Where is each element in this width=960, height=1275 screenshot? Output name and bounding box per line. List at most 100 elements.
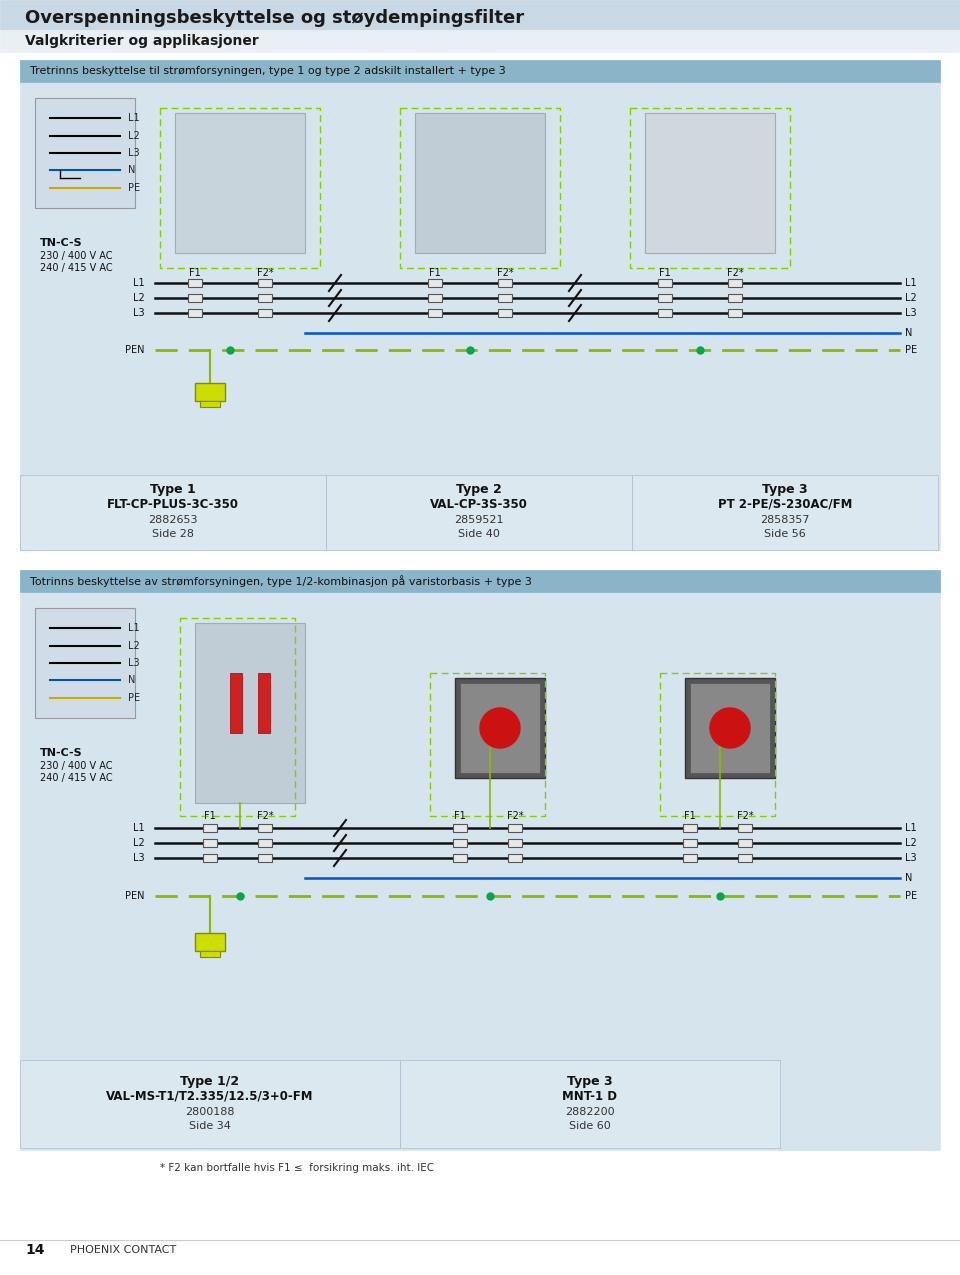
Bar <box>508 839 522 847</box>
Text: Type 1/2: Type 1/2 <box>180 1076 240 1089</box>
Text: F1: F1 <box>429 268 441 278</box>
Bar <box>195 623 305 803</box>
Text: L3: L3 <box>905 853 917 863</box>
Bar <box>645 113 775 252</box>
Text: F2*: F2* <box>727 268 743 278</box>
Bar <box>195 933 225 951</box>
Bar <box>203 824 217 833</box>
Bar <box>258 854 272 862</box>
Text: F1: F1 <box>660 268 671 278</box>
Text: L1: L1 <box>128 623 139 632</box>
Text: 230 / 400 V AC: 230 / 400 V AC <box>40 761 112 771</box>
Text: L3: L3 <box>128 148 139 158</box>
Text: MNT-1 D: MNT-1 D <box>563 1090 617 1103</box>
Bar <box>455 678 545 778</box>
Bar <box>20 570 940 1150</box>
Bar <box>683 824 697 833</box>
Bar <box>400 1060 780 1148</box>
Bar <box>683 854 697 862</box>
Text: Side 28: Side 28 <box>152 529 194 539</box>
Text: L1: L1 <box>128 113 139 122</box>
Text: Side 40: Side 40 <box>458 529 500 539</box>
Text: 240 / 415 V AC: 240 / 415 V AC <box>40 263 112 273</box>
Bar <box>690 683 770 773</box>
Bar <box>20 60 940 82</box>
Text: Overspenningsbeskyttelse og støydempingsfilter: Overspenningsbeskyttelse og støydempings… <box>25 9 524 27</box>
Text: PE: PE <box>128 184 140 193</box>
Bar <box>0 0 960 31</box>
Bar <box>658 279 672 287</box>
Bar <box>188 295 202 302</box>
Text: L1: L1 <box>905 278 917 288</box>
Bar <box>200 402 220 407</box>
Text: L3: L3 <box>128 658 139 668</box>
Bar <box>20 60 940 550</box>
Text: L3: L3 <box>133 853 145 863</box>
Text: L1: L1 <box>133 822 145 833</box>
Text: PHOENIX CONTACT: PHOENIX CONTACT <box>70 1244 177 1255</box>
Bar <box>508 824 522 833</box>
Text: Type 3: Type 3 <box>567 1076 612 1089</box>
Text: F2*: F2* <box>256 268 274 278</box>
Text: N: N <box>128 164 135 175</box>
Bar <box>195 382 225 402</box>
Bar <box>738 824 752 833</box>
Bar <box>0 31 960 52</box>
Text: 240 / 415 V AC: 240 / 415 V AC <box>40 773 112 783</box>
Bar <box>508 854 522 862</box>
Bar <box>258 673 270 733</box>
Bar <box>658 295 672 302</box>
Text: PE: PE <box>905 891 917 901</box>
Text: F2*: F2* <box>736 811 754 821</box>
Bar <box>203 839 217 847</box>
Text: 2882653: 2882653 <box>148 515 198 525</box>
Bar <box>258 279 272 287</box>
Bar <box>428 279 442 287</box>
Bar <box>632 476 938 550</box>
Bar <box>498 295 512 302</box>
Text: L1: L1 <box>905 822 917 833</box>
Text: L2: L2 <box>905 838 917 848</box>
Bar <box>35 98 135 208</box>
Bar <box>428 295 442 302</box>
Text: N: N <box>905 328 912 338</box>
Bar <box>453 824 467 833</box>
Text: F2*: F2* <box>256 811 274 821</box>
Text: N: N <box>128 674 135 685</box>
Bar <box>326 476 632 550</box>
Text: 2858357: 2858357 <box>760 515 809 525</box>
Text: Valgkriterier og applikasjoner: Valgkriterier og applikasjoner <box>25 34 259 48</box>
Text: L2: L2 <box>128 641 140 652</box>
Text: VAL-MS-T1/T2.335/12.5/3+0-FM: VAL-MS-T1/T2.335/12.5/3+0-FM <box>107 1090 314 1103</box>
Text: PT 2-PE/S-230AC/FM: PT 2-PE/S-230AC/FM <box>718 497 852 510</box>
Bar <box>188 309 202 317</box>
Text: Type 3: Type 3 <box>762 483 807 496</box>
Text: Side 60: Side 60 <box>569 1121 611 1131</box>
Bar <box>258 839 272 847</box>
Text: F2*: F2* <box>507 811 523 821</box>
Text: L2: L2 <box>133 838 145 848</box>
Text: Side 56: Side 56 <box>764 529 805 539</box>
Text: F1: F1 <box>454 811 466 821</box>
Text: * F2 kan bortfalle hvis F1 ≤  forsikring maks. iht. IEC: * F2 kan bortfalle hvis F1 ≤ forsikring … <box>160 1163 434 1173</box>
Bar <box>728 295 742 302</box>
Text: 14: 14 <box>25 1243 44 1257</box>
Bar <box>453 839 467 847</box>
Text: PEN: PEN <box>126 891 145 901</box>
Bar <box>258 309 272 317</box>
Bar <box>203 854 217 862</box>
Bar <box>230 673 242 733</box>
Text: L1: L1 <box>133 278 145 288</box>
Text: F1: F1 <box>684 811 696 821</box>
Circle shape <box>480 708 520 748</box>
Bar <box>460 683 540 773</box>
Text: Tretrinns beskyttelse til strømforsyningen, type 1 og type 2 adskilt installert : Tretrinns beskyttelse til strømforsyning… <box>30 66 506 76</box>
Text: TN-C-S: TN-C-S <box>40 238 83 249</box>
Bar <box>188 279 202 287</box>
Text: PEN: PEN <box>126 346 145 354</box>
Bar <box>738 854 752 862</box>
Bar <box>728 279 742 287</box>
Text: PE: PE <box>128 694 140 703</box>
Text: Side 34: Side 34 <box>189 1121 231 1131</box>
Bar <box>685 678 775 778</box>
